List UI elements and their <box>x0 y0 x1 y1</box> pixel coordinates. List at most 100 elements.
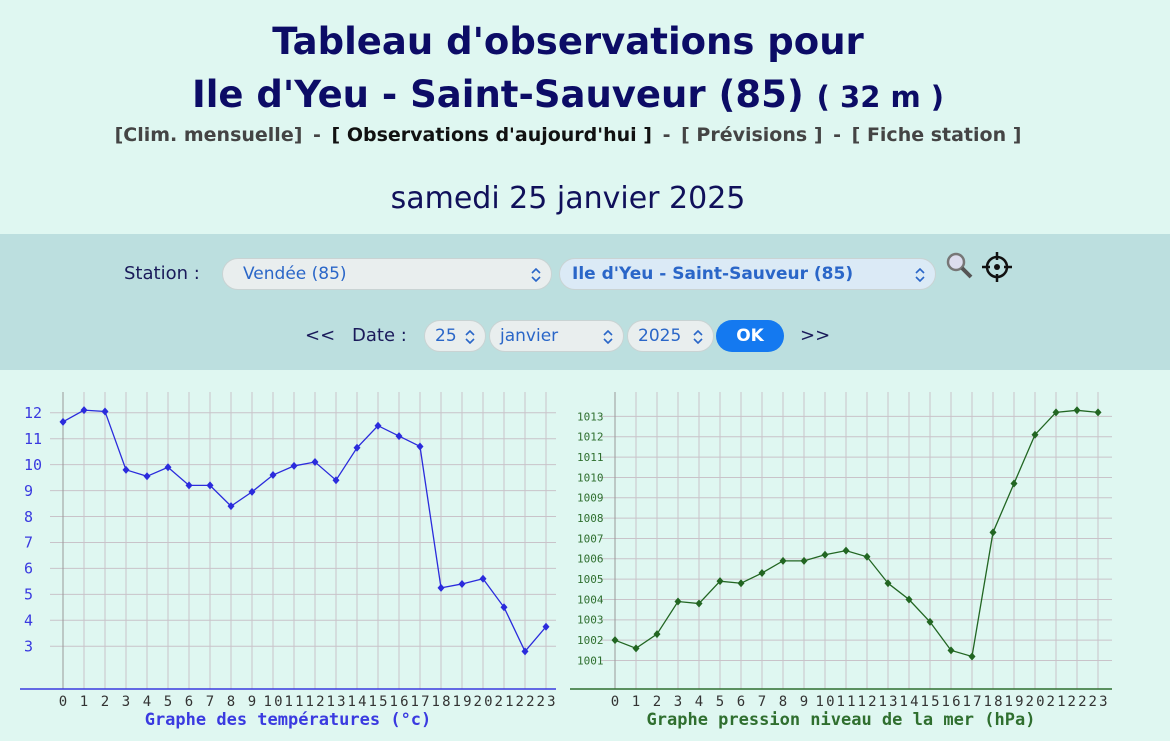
x-tick-label: 11 <box>285 694 304 710</box>
y-tick-label: 1010 <box>577 471 604 484</box>
point <box>674 597 682 606</box>
link[interactable]: [ Prévisions ] <box>681 124 823 146</box>
point <box>185 481 193 490</box>
form: Station : Vendée (85) Ile d'Yeu - Saint-… <box>0 234 1170 370</box>
sep: - <box>313 124 321 146</box>
x-tick-label: 9 <box>800 694 808 710</box>
select[interactable]: 25 <box>424 320 486 352</box>
x-tick-label: 14 <box>348 694 367 710</box>
point <box>779 556 787 565</box>
x-tick-label: 4 <box>695 694 703 710</box>
y-tick-label: 1007 <box>577 532 604 545</box>
point <box>632 644 640 653</box>
x-tick-label: 22 <box>1068 694 1087 710</box>
point <box>395 432 403 441</box>
link[interactable]: [Clim. mensuelle] <box>114 124 303 146</box>
x-tick-label: 18 <box>984 694 1003 710</box>
select-value: 25 <box>435 326 457 346</box>
x-tick-label: 13 <box>879 694 898 710</box>
point <box>968 652 976 661</box>
y-tick-label: 1006 <box>577 553 604 566</box>
x-tick-label: 5 <box>716 694 724 710</box>
x-tick-label: 2 <box>101 694 109 710</box>
label: Station : <box>124 263 200 284</box>
point <box>416 442 424 451</box>
link[interactable]: [ Observations d'aujourd'hui ] <box>331 124 652 146</box>
y-tick-label: 5 <box>24 586 33 604</box>
point <box>206 481 214 490</box>
y-tick-label: 1001 <box>577 654 604 667</box>
select[interactable]: Vendée (85) <box>222 258 552 290</box>
x-tick-label: 23 <box>537 694 556 710</box>
link[interactable]: [ Fiche station ] <box>851 124 1022 146</box>
point <box>227 502 235 511</box>
chart-title: Graphe pression niveau de la mer (hPa) <box>647 710 1036 730</box>
x-tick-label: 4 <box>143 694 151 710</box>
y-tick-label: 8 <box>24 508 33 526</box>
select[interactable]: janvier <box>489 320 624 352</box>
point <box>479 574 487 583</box>
point <box>122 465 130 474</box>
y-tick-label: 6 <box>24 560 33 578</box>
point <box>653 630 661 639</box>
sep: - <box>662 124 671 146</box>
y-tick-label: 10 <box>24 456 42 474</box>
altitude: ( 32 m ) <box>816 80 945 114</box>
x-tick-label: 18 <box>432 694 451 710</box>
point <box>290 461 298 470</box>
locate-icon[interactable] <box>980 250 1014 284</box>
point <box>332 476 340 485</box>
select[interactable]: Ile d'Yeu - Saint-Sauveur (85) <box>559 258 936 290</box>
x-tick-label: 12 <box>858 694 877 710</box>
next[interactable]: >> <box>800 325 831 346</box>
sep: - <box>833 124 842 146</box>
x-tick-label: 13 <box>327 694 346 710</box>
y-tick-label: 1004 <box>577 593 604 606</box>
prev[interactable]: << <box>305 325 336 346</box>
search-icon[interactable] <box>943 250 975 282</box>
point <box>926 617 934 626</box>
y-tick-label: 9 <box>24 482 33 500</box>
x-tick-label: 15 <box>921 694 940 710</box>
select-value: 2025 <box>638 326 682 346</box>
x-tick-label: 22 <box>516 694 535 710</box>
x-tick-label: 20 <box>474 694 493 710</box>
series-line <box>614 409 1099 658</box>
point <box>437 583 445 592</box>
chart-title: Graphe des températures (°c) <box>145 710 432 730</box>
x-tick-label: 12 <box>306 694 325 710</box>
y-tick-label: 1013 <box>577 410 604 423</box>
chevron <box>603 330 613 344</box>
point <box>269 471 277 480</box>
select[interactable]: 2025 <box>627 320 714 352</box>
point <box>248 487 256 496</box>
point <box>842 546 850 555</box>
y-tick-label: 1002 <box>577 634 604 647</box>
y-tick-label: 1008 <box>577 512 604 525</box>
point <box>716 577 724 586</box>
y-tick-label: 1012 <box>577 431 604 444</box>
point <box>143 472 151 481</box>
point <box>101 407 109 416</box>
ok-button[interactable]: OK <box>716 320 784 352</box>
x-tick-label: 8 <box>779 694 787 710</box>
x-tick-label: 10 <box>816 694 835 710</box>
x-tick-label: 7 <box>758 694 766 710</box>
series-line <box>62 409 547 653</box>
chevron <box>531 268 541 282</box>
y-tick-label: 1003 <box>577 614 604 627</box>
point <box>311 458 319 467</box>
point <box>800 556 808 565</box>
x-tick-label: 7 <box>206 694 214 710</box>
point <box>80 406 88 415</box>
title: Tableau d'observations pour <box>272 20 864 63</box>
point <box>164 463 172 472</box>
x-tick-label: 17 <box>411 694 430 710</box>
y-tick-label: 7 <box>24 534 33 552</box>
point <box>947 646 955 655</box>
point <box>821 550 829 559</box>
nav: [Clim. mensuelle] - [ Observations d'auj… <box>0 124 1136 146</box>
point <box>374 421 382 430</box>
